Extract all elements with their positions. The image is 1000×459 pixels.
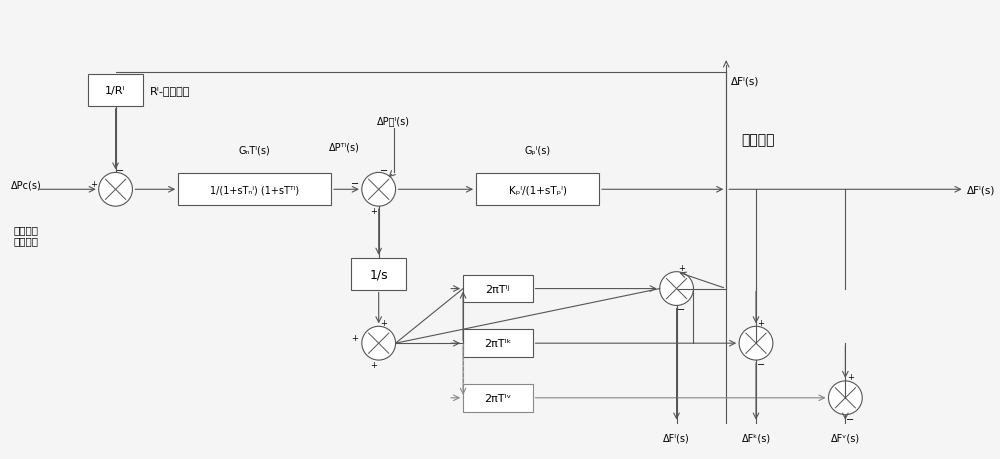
Text: +: + <box>370 206 377 215</box>
Text: GₙTᴵ(s): GₙTᴵ(s) <box>239 145 270 155</box>
Text: −: − <box>351 179 359 189</box>
Text: 频率变化: 频率变化 <box>741 134 775 147</box>
Text: ΔPᵀᴵ(s): ΔPᵀᴵ(s) <box>329 142 359 152</box>
Text: −: − <box>757 359 765 369</box>
Circle shape <box>362 327 396 360</box>
Text: +: + <box>90 179 97 188</box>
Text: ΔFᵏ(s): ΔFᵏ(s) <box>741 432 771 442</box>
Circle shape <box>828 381 862 415</box>
Text: +: + <box>678 263 685 273</box>
Circle shape <box>660 272 693 306</box>
Text: −: − <box>677 305 686 315</box>
FancyBboxPatch shape <box>88 75 143 106</box>
Text: −: − <box>846 414 854 424</box>
Text: 2πTᴵᵏ: 2πTᴵᵏ <box>484 338 512 348</box>
Text: 增加功率
指令信号: 增加功率 指令信号 <box>14 224 39 246</box>
FancyBboxPatch shape <box>476 174 599 206</box>
Circle shape <box>739 327 773 360</box>
Text: −: − <box>116 166 125 176</box>
Text: 1/(1+sTₙᴵ) (1+sTᵀᴵ): 1/(1+sTₙᴵ) (1+sTᵀᴵ) <box>210 185 299 195</box>
FancyBboxPatch shape <box>463 330 533 357</box>
Text: 2πTᴵʲ: 2πTᴵʲ <box>486 284 510 294</box>
Text: 1/s: 1/s <box>369 268 388 280</box>
Text: −: − <box>380 166 388 176</box>
Text: 2πTᴵᵛ: 2πTᴵᵛ <box>484 393 511 403</box>
Text: ΔFᴵ(s): ΔFᴵ(s) <box>731 76 760 86</box>
FancyBboxPatch shape <box>351 258 406 290</box>
Text: 1/Rᴵ: 1/Rᴵ <box>105 86 126 96</box>
Circle shape <box>362 173 396 207</box>
Text: Gₚᴵ(s): Gₚᴵ(s) <box>524 145 551 155</box>
Text: Rᴵ-调差系数: Rᴵ-调差系数 <box>150 86 191 96</box>
Text: +: + <box>351 333 358 342</box>
Text: ΔPᨂᴵ(s): ΔPᨂᴵ(s) <box>377 116 410 125</box>
FancyBboxPatch shape <box>463 275 533 303</box>
FancyBboxPatch shape <box>463 384 533 412</box>
Text: Kₚᴵ/(1+sTₚᴵ): Kₚᴵ/(1+sTₚᴵ) <box>509 185 567 195</box>
Text: +: + <box>380 318 387 327</box>
Circle shape <box>99 173 132 207</box>
Text: +: + <box>758 318 764 327</box>
Text: +: + <box>847 373 854 381</box>
Text: ΔFᴵ(s): ΔFᴵ(s) <box>663 432 690 442</box>
Text: +: + <box>370 360 377 369</box>
Text: ΔPᴄ(s): ΔPᴄ(s) <box>11 180 42 190</box>
Text: ΔFᴵ(s): ΔFᴵ(s) <box>966 185 995 195</box>
Text: ΔFᵛ(s): ΔFᵛ(s) <box>831 432 860 442</box>
FancyBboxPatch shape <box>178 174 331 206</box>
